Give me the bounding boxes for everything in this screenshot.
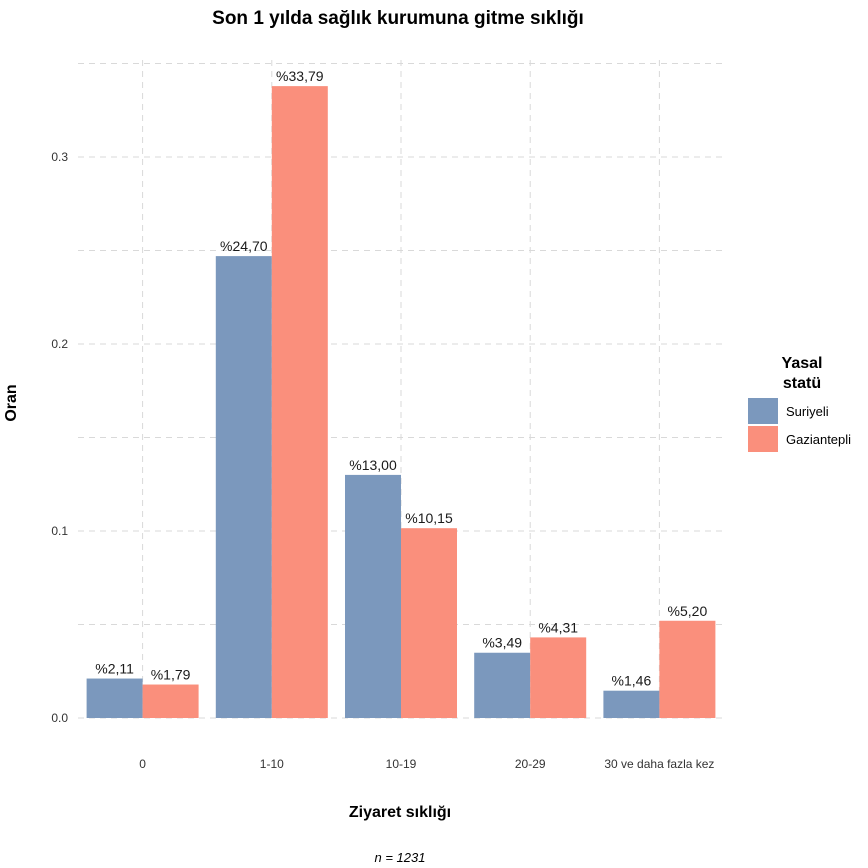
bar-suriyeli-3: [474, 652, 531, 718]
legend-label-gaziantepli: Gaziantepli: [786, 432, 851, 447]
x-tick-label: 10-19: [386, 757, 417, 771]
legend-swatch-gaziantepli: [748, 426, 778, 452]
y-tick-label: 0.1: [51, 524, 68, 538]
y-tick-label: 0.2: [51, 337, 68, 351]
data-label-gaziantepli-0: %1,79: [151, 667, 191, 683]
bars: [86, 86, 716, 718]
data-label-gaziantepli-3: %4,31: [538, 619, 578, 635]
bar-suriyeli-0: [86, 678, 143, 718]
bar-suriyeli-4: [603, 690, 660, 718]
bar-gaziantepli-4: [659, 620, 716, 718]
data-label-gaziantepli-2: %10,15: [405, 510, 453, 526]
bar-gaziantepli-2: [401, 528, 457, 718]
data-label-suriyeli-0: %2,11: [95, 661, 134, 677]
bar-suriyeli-1: [215, 256, 272, 718]
caption: n = 1231: [375, 850, 426, 865]
data-label-gaziantepli-1: %33,79: [276, 68, 324, 84]
y-axis-title: Oran: [3, 384, 20, 421]
x-axis-title: Ziyaret sıklığı: [349, 804, 451, 821]
legend-label-suriyeli: Suriyeli: [786, 404, 829, 419]
legend-title-line1: Yasal: [782, 355, 823, 372]
y-tick-label: 0.0: [51, 711, 68, 725]
x-tick-label: 0: [139, 757, 146, 771]
data-label-gaziantepli-4: %5,20: [668, 603, 708, 619]
data-label-suriyeli-4: %1,46: [612, 673, 652, 689]
bar-gaziantepli-0: [142, 684, 199, 718]
data-label-suriyeli-2: %13,00: [349, 457, 397, 473]
legend-title-line2: statü: [783, 375, 821, 392]
x-tick-label: 20-29: [515, 757, 546, 771]
chart-title: Son 1 yılda sağlık kurumuna gitme sıklığ…: [212, 8, 584, 29]
data-label-suriyeli-1: %24,70: [220, 238, 268, 254]
x-tick-label: 1-10: [260, 757, 284, 771]
y-tick-label: 0.3: [51, 150, 68, 164]
x-tick-label: 30 ve daha fazla kez: [604, 757, 714, 771]
legend: Yasal statü Suriyeli Gaziantepli: [748, 355, 851, 452]
x-axis-ticks: 0 1-10 10-19 20-29 30 ve daha fazla kez: [139, 757, 714, 771]
bar-suriyeli-2: [345, 474, 401, 718]
bar-gaziantepli-1: [271, 86, 328, 718]
y-axis-ticks: 0.0 0.1 0.2 0.3: [51, 150, 68, 725]
bar-gaziantepli-3: [530, 637, 587, 718]
legend-swatch-suriyeli: [748, 398, 778, 424]
data-labels: %2,11 %24,70 %13,00 %3,49 %1,46 %1,79 %33,79 %1…: [95, 68, 707, 689]
data-label-suriyeli-3: %3,49: [482, 635, 522, 651]
